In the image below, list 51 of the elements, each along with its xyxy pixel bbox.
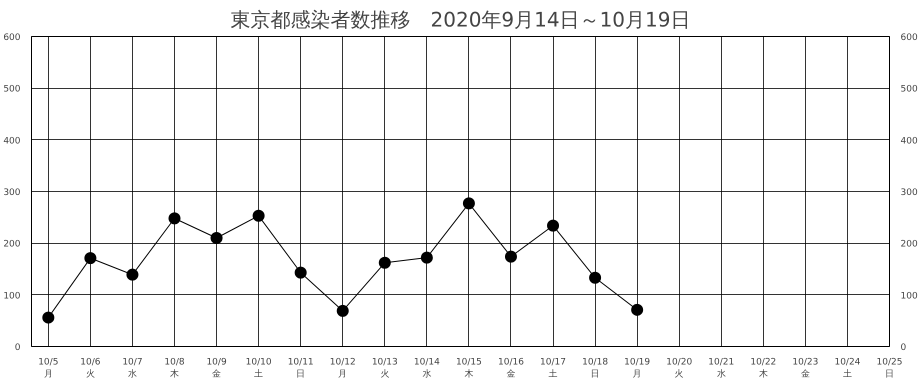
x-tick-label: 10/16 金 xyxy=(498,358,524,380)
y-tick-label: 400 xyxy=(3,136,21,146)
point xyxy=(589,272,602,284)
point xyxy=(504,250,517,263)
point xyxy=(42,312,54,324)
point xyxy=(126,268,138,281)
x-tick-label: 10/15 木 xyxy=(456,358,482,380)
y2-tick-label: 400 xyxy=(900,136,918,146)
x-tick-label: 10/12 月 xyxy=(330,358,356,380)
point xyxy=(547,220,560,232)
y2-tick-label: 0 xyxy=(900,343,906,353)
x-tick-label: 10/18 日 xyxy=(582,358,608,380)
point xyxy=(420,252,433,264)
x-tick-label: 10/14 水 xyxy=(414,358,440,380)
x-tick-label: 10/13 火 xyxy=(372,358,398,380)
point xyxy=(631,304,644,316)
x-tick-label: 10/25 日 xyxy=(876,358,902,380)
y-tick-label: 300 xyxy=(3,188,21,198)
y-tick-label: 200 xyxy=(3,240,21,250)
x-tick-label: 10/8 木 xyxy=(164,358,185,380)
point xyxy=(168,212,180,224)
point xyxy=(378,256,391,269)
x-tick-label: 10/6 火 xyxy=(80,358,101,380)
y-tick-label: 100 xyxy=(3,291,21,302)
x-tick-label: 10/19 月 xyxy=(624,358,650,380)
y-tick-label: 500 xyxy=(3,84,21,95)
y2-tick-label: 200 xyxy=(900,240,918,250)
x-tick-label: 10/5 月 xyxy=(38,358,58,380)
x-tick-label: 10/20 火 xyxy=(666,358,692,380)
y2-tick-label: 300 xyxy=(900,188,918,198)
x-tick-label: 10/17 土 xyxy=(540,358,566,380)
x-tick-label: 10/11 日 xyxy=(288,358,314,380)
point xyxy=(336,304,349,317)
chart-title: 東京都感染者数推移 2020年9月14日～10月19日 xyxy=(230,8,690,32)
x-tick-label: 10/22 木 xyxy=(750,358,776,380)
y2-tick-label: 500 xyxy=(900,84,918,95)
x-tick-label: 10/9 金 xyxy=(206,358,227,380)
y-tick-label: 0 xyxy=(14,343,21,353)
x-tick-label: 10/10 土 xyxy=(246,358,272,380)
point xyxy=(210,232,223,244)
x-tick-label: 10/24 土 xyxy=(834,358,861,380)
point xyxy=(462,197,475,210)
point xyxy=(294,266,307,279)
y2-tick-label: 600 xyxy=(900,33,918,43)
x-tick-label: 10/7 水 xyxy=(122,358,143,380)
x-tick-label: 10/23 金 xyxy=(792,358,818,380)
point xyxy=(252,210,265,222)
x-tick-label: 10/21 水 xyxy=(708,358,734,380)
y2-tick-label: 100 xyxy=(900,291,918,302)
y-tick-label: 600 xyxy=(3,33,21,43)
point xyxy=(84,252,96,264)
